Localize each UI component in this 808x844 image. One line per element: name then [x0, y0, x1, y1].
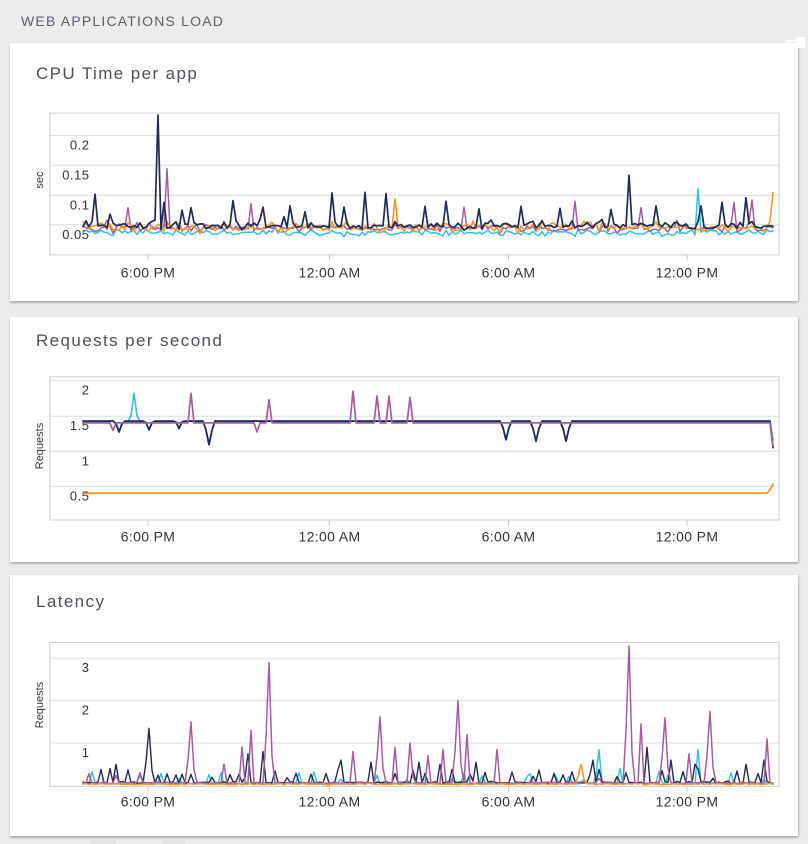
svg-text:0.15: 0.15 [62, 167, 89, 182]
svg-text:0.1: 0.1 [70, 197, 90, 212]
svg-text:6:00 AM: 6:00 AM [482, 265, 536, 281]
svg-text:2: 2 [82, 702, 90, 717]
svg-text:6:00 PM: 6:00 PM [121, 265, 176, 281]
svg-text:6:00 AM: 6:00 AM [482, 529, 536, 545]
svg-text:0.5: 0.5 [70, 488, 90, 503]
svg-text:6:00 PM: 6:00 PM [121, 794, 176, 810]
svg-text:1: 1 [82, 745, 90, 760]
svg-text:0.05: 0.05 [62, 227, 89, 242]
svg-text:12:00 PM: 12:00 PM [656, 794, 719, 810]
svg-text:3: 3 [82, 660, 90, 675]
svg-text:12:00 PM: 12:00 PM [656, 265, 719, 281]
svg-text:12:00 PM: 12:00 PM [656, 529, 719, 545]
svg-text:2: 2 [82, 382, 90, 397]
svg-text:6:00 AM: 6:00 AM [482, 794, 536, 810]
svg-text:Requests: Requests [34, 422, 46, 469]
svg-text:12:00 AM: 12:00 AM [299, 794, 361, 810]
svg-text:0.2: 0.2 [70, 138, 90, 153]
svg-text:12:00 AM: 12:00 AM [299, 265, 361, 281]
svg-text:6:00 PM: 6:00 PM [121, 529, 176, 545]
svg-text:Requests: Requests [34, 681, 46, 728]
svg-text:sec: sec [34, 171, 46, 189]
svg-text:12:00 AM: 12:00 AM [299, 529, 361, 545]
svg-text:1: 1 [82, 453, 90, 468]
